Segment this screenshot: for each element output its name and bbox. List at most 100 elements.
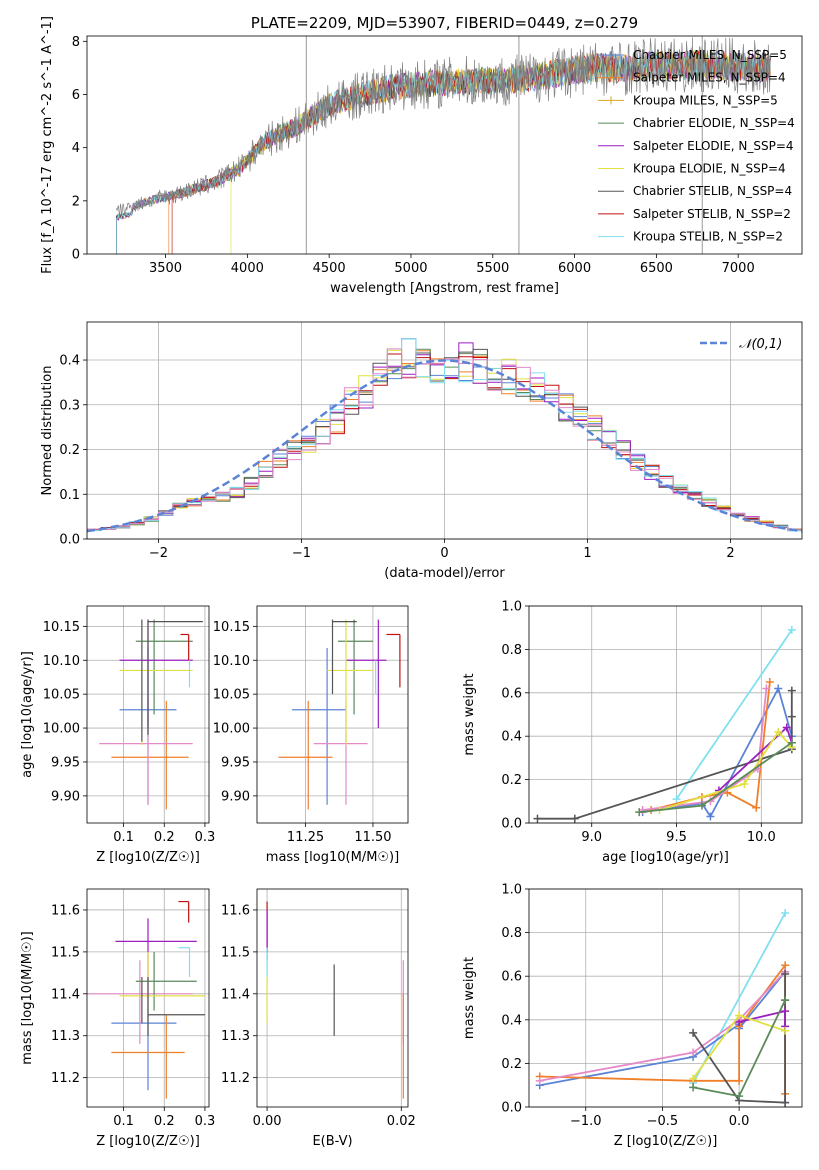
weight-marker	[570, 814, 579, 823]
legend-label: Kroupa ELODIE, N_SSP=4	[633, 162, 786, 176]
axes-frame	[86, 888, 210, 1108]
y-axis-label: Normed distribution	[40, 366, 55, 496]
x-tick-label: 0.1	[113, 830, 134, 845]
x-tick-label: 9.5	[666, 830, 687, 845]
axes-frame	[256, 888, 409, 1108]
panel-1: 3500 4000 4500 5000 5500 6000 6500 7000 0 2 4 6 8 wav…	[40, 14, 803, 296]
y-tick-label: 11.2	[221, 1071, 250, 1086]
y-tick-label: 0.8	[501, 926, 522, 941]
x-tick-label: 0.0	[729, 1114, 750, 1129]
y-tick-label: 9.95	[51, 755, 80, 770]
y-axis-label: Flux [f_λ 10^-17 erg cm^-2 s^-1 A^-1]	[40, 16, 55, 274]
y-tick-label: 11.3	[221, 1029, 250, 1044]
weight-marker	[533, 814, 542, 823]
plot-area	[87, 900, 205, 1099]
axes-frame	[256, 605, 409, 824]
x-tick-label: −2	[149, 546, 168, 561]
y-tick-label: 0.0	[501, 1101, 522, 1116]
legend-label: Kroupa STELIB, N_SSP=2	[633, 230, 783, 244]
weight-marker	[535, 1076, 544, 1085]
plot-area	[278, 619, 401, 810]
x-tick-label: 11.50	[354, 830, 391, 845]
y-tick-label: 8	[72, 35, 80, 50]
y-axis-label: mass [log10(M/M☉)]	[20, 931, 35, 1064]
weight-marker	[697, 801, 706, 810]
x-tick-label: 3500	[149, 261, 182, 276]
legend-label: Salpeter ELODIE, N_SSP=4	[633, 139, 794, 153]
y-tick-label: 0.3	[59, 398, 80, 413]
weight-marker	[781, 996, 790, 1005]
x-tick-label: 10.0	[747, 830, 776, 845]
weight-marker	[735, 1076, 744, 1085]
y-tick-label: 11.6	[221, 903, 250, 918]
histogram-step	[87, 348, 802, 539]
x-tick-label: 0.00	[253, 1114, 282, 1129]
weight-line	[659, 730, 793, 811]
x-axis-label: E(B-V)	[312, 1134, 352, 1149]
y-tick-label: 0.1	[59, 488, 80, 503]
y-tick-label: 0.4	[501, 1013, 522, 1028]
y-tick-label: 10.05	[213, 688, 250, 703]
weight-marker	[672, 795, 681, 804]
x-axis-label: mass [log10(M/M☉)]	[266, 850, 399, 865]
panel-2: −2 −1 0 1 2 0.0 0.1 0.2 0.3 0.4 (data-model)/error…	[40, 321, 803, 581]
plot-area	[87, 338, 802, 539]
weight-marker	[735, 1011, 744, 1020]
x-axis-label: Z [log10(Z/Z☉)]	[96, 1134, 200, 1149]
weight-marker	[787, 686, 796, 695]
y-tick-label: 0.6	[501, 686, 522, 701]
x-tick-label: 0.02	[387, 1114, 416, 1129]
x-tick-label: 4000	[231, 261, 264, 276]
y-tick-label: 9.90	[221, 789, 250, 804]
x-tick-label: −0.5	[647, 1114, 679, 1129]
axes-frame	[86, 35, 803, 255]
weight-line	[675, 629, 793, 800]
y-tick-label: 6	[72, 88, 80, 103]
axes-frame	[86, 605, 210, 824]
y-tick-label: 10.00	[213, 722, 250, 737]
x-tick-label: −1.0	[570, 1114, 602, 1129]
x-tick-label: 5500	[476, 261, 509, 276]
panel-7: 0.00 0.02 11.2 11.3 11.4 11.5 11.6 E(B-V)	[221, 888, 416, 1149]
y-tick-label: 4	[72, 141, 80, 156]
plot-area	[266, 901, 404, 1099]
x-tick-label: 6000	[558, 261, 591, 276]
x-tick-label: 0.2	[154, 830, 175, 845]
plot-area	[116, 36, 772, 254]
weight-line	[718, 725, 793, 792]
legend-label: Salpeter MILES, N_SSP=4	[633, 71, 786, 85]
y-tick-label: 11.4	[51, 987, 80, 1002]
y-tick-label: 0	[72, 248, 80, 263]
x-tick-label: 0.3	[195, 830, 216, 845]
panel-8: −1.0 −0.5 0.0 0.0 0.2 0.4 0.6 0.8 1.0 Z [log10(Z/…	[462, 883, 803, 1149]
weight-marker	[740, 779, 749, 788]
gaussian-curve	[87, 359, 802, 533]
legend-label: Salpeter STELIB, N_SSP=2	[633, 207, 791, 221]
weight-marker	[781, 1007, 790, 1016]
weight-marker	[635, 808, 644, 817]
weight-marker	[787, 712, 796, 721]
weight-marker	[782, 723, 791, 732]
x-tick-label: 4500	[313, 261, 346, 276]
weight-marker	[787, 625, 796, 634]
x-tick-label: 0.3	[195, 1114, 216, 1129]
x-tick-label: 7000	[722, 261, 755, 276]
y-tick-label: 0.2	[59, 443, 80, 458]
weight-marker	[689, 1028, 698, 1037]
y-tick-label: 0.8	[501, 643, 522, 658]
x-axis-label: Z [log10(Z/Z☉)]	[614, 1134, 718, 1149]
y-tick-label: 0.6	[501, 970, 522, 985]
legend-label: Chabrier MILES, N_SSP=5	[633, 48, 787, 62]
weight-marker	[689, 1074, 698, 1083]
weight-marker	[781, 908, 790, 917]
x-axis-label: wavelength [Angstrom, rest frame]	[330, 281, 559, 296]
x-axis-label: age [log10(age/yr)]	[602, 850, 729, 865]
x-tick-label: 2	[726, 546, 734, 561]
axes-frame	[528, 888, 803, 1108]
legend-label: Chabrier STELIB, N_SSP=4	[633, 184, 792, 198]
weight-marker	[774, 684, 783, 693]
x-tick-label: 11.25	[287, 830, 324, 845]
y-tick-label: 0.0	[501, 817, 522, 832]
weight-marker	[781, 1026, 790, 1035]
